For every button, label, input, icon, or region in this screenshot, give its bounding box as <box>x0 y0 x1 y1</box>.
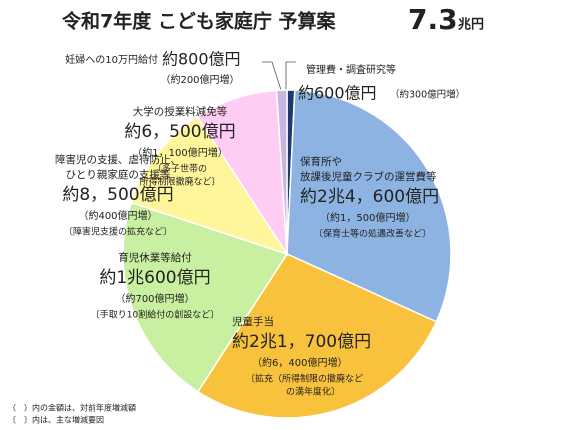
segment-change: （約1，500億円増） <box>320 211 415 224</box>
segment-change: （約200億円増） <box>160 73 239 86</box>
pie-slice <box>286 89 452 323</box>
pie <box>122 89 452 419</box>
pie-slice <box>275 89 288 255</box>
segment-name: 大学の授業料減免等 <box>133 105 228 118</box>
segment-name: 放課後児童クラブの運営費等 <box>300 170 437 183</box>
segment-name: 育児休業等給付 <box>118 251 192 264</box>
segment-value: 約600億円 <box>298 84 377 103</box>
segment-change: （約700億円増） <box>115 292 194 305</box>
footnote: 〔 〕内は、主な増減要因 <box>8 415 104 425</box>
segment-name: 障害児の支援、虐待防止、 <box>55 153 181 166</box>
segment-note: 〔多子世帯の <box>153 163 207 175</box>
footnote: （ ）内の金額は、対前年度増減額 <box>8 403 136 413</box>
segment-note: 所得制限撤廃など〕 <box>139 176 220 188</box>
leader-line <box>285 61 296 90</box>
segment-note: の満年度化〕 <box>286 386 340 398</box>
pie-slice <box>130 115 289 256</box>
segment-change: （約300億円増） <box>390 89 465 101</box>
total-value: 7.3 <box>408 3 458 36</box>
chart-title: 令和7年度 こども家庭庁 予算案 <box>62 10 336 33</box>
segment-value: 約800億円 <box>162 50 241 69</box>
segment-name: 児童手当 <box>232 315 274 328</box>
segment-change: （約1，100億円増） <box>132 146 227 159</box>
segment-name: 妊婦への10万円給付 <box>65 53 158 66</box>
segment-note: 〔障害児支援の拡充など〕 <box>64 226 172 238</box>
segment-value: 約8，500億円 <box>62 185 173 205</box>
segment-name: ひとり親家庭の支援等 <box>66 168 171 181</box>
segment-change: （約6，400億円増） <box>252 356 347 369</box>
total-unit: 兆円 <box>458 17 484 33</box>
segment-name: 保育所や <box>300 155 342 168</box>
segment-note: 〔手取り10割給付の創設など〕 <box>91 309 219 321</box>
segment-name: 管理費・調査研究等 <box>306 63 396 76</box>
leader-line <box>262 61 282 91</box>
pie-slice <box>122 201 289 393</box>
segment-note: 〔拡充（所得制限の撤廃など <box>246 373 363 385</box>
segment-value: 約1兆600億円 <box>99 268 210 288</box>
pie-slice <box>196 253 438 419</box>
segment-value: 約6，500億円 <box>124 122 235 142</box>
segment-value: 約2兆4，600億円 <box>300 187 439 207</box>
segment-value: 約2兆1，700億円 <box>232 332 371 352</box>
segment-change: （約400億円増） <box>78 209 157 222</box>
segment-note: 〔保育士等の処遇改善など〕 <box>314 228 431 240</box>
